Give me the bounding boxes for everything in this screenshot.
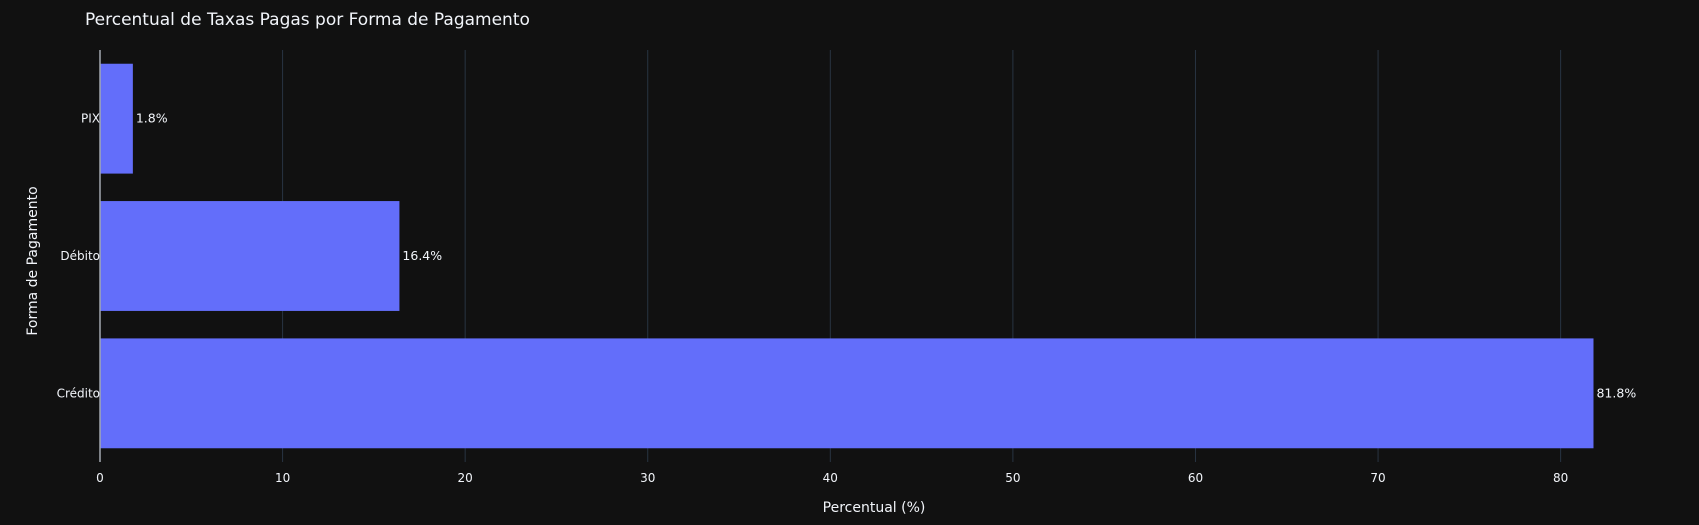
y-axis-title: Forma de Pagamento	[25, 186, 41, 335]
x-tick-label: 10	[275, 471, 290, 485]
y-tick-label: PIX	[81, 112, 100, 126]
chart-title: Percentual de Taxas Pagas por Forma de P…	[85, 10, 530, 30]
x-tick-label: 50	[1005, 471, 1020, 485]
bar-data-label: 16.4%	[402, 248, 442, 263]
x-tick-label: 20	[458, 471, 473, 485]
y-tick-label: Débito	[60, 249, 100, 263]
x-tick-label: 0	[96, 471, 104, 485]
y-tick-labels: Crédito Débito PIX	[57, 112, 100, 401]
y-tick-label: Crédito	[57, 386, 100, 400]
x-tick-label: 70	[1370, 471, 1385, 485]
x-tick-labels: 0 10 20 30 40 50 60 70 80	[96, 471, 1568, 485]
bar	[100, 338, 1594, 449]
bars	[100, 63, 1594, 449]
bar	[100, 63, 133, 174]
x-tick-label: 80	[1553, 471, 1568, 485]
x-tick-label: 30	[640, 471, 655, 485]
bar	[100, 201, 400, 311]
data-labels: 81.8% 16.4% 1.8%	[136, 111, 1636, 401]
x-axis-title: Percentual (%)	[823, 500, 926, 516]
bar-data-label: 1.8%	[136, 111, 168, 126]
x-tick-label: 60	[1188, 471, 1203, 485]
x-tick-label: 40	[823, 471, 838, 485]
bar-data-label: 81.8%	[1596, 385, 1636, 400]
